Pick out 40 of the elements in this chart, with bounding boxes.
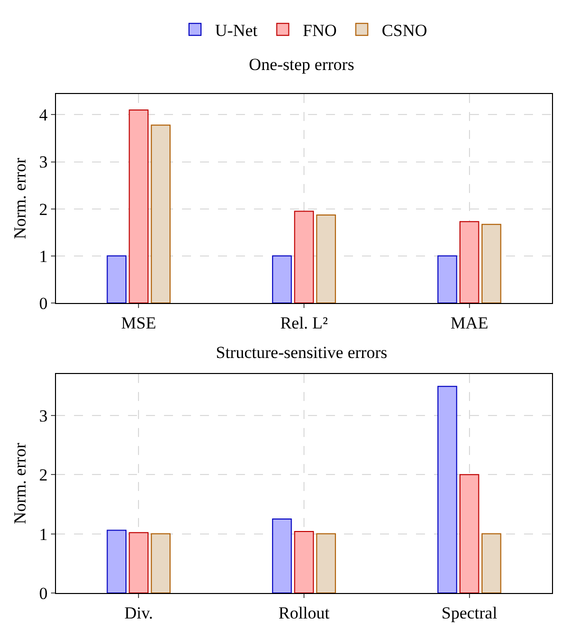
bar — [150, 124, 171, 303]
bar — [272, 255, 292, 303]
bar — [437, 255, 458, 303]
bar — [459, 474, 480, 593]
y-tick-label: 0 — [39, 584, 48, 603]
y-tick-label: 4 — [39, 106, 48, 125]
bar — [482, 224, 502, 303]
bar — [272, 518, 292, 593]
bar — [294, 530, 314, 593]
y-tick-label: 2 — [39, 200, 48, 219]
y-tick-label: 3 — [39, 406, 48, 426]
bar — [316, 214, 336, 303]
y-axis-title: Norm. error — [10, 158, 30, 240]
bar — [128, 110, 149, 303]
bar — [106, 255, 126, 303]
y-tick-label: 1 — [39, 524, 48, 544]
bar — [294, 210, 314, 303]
x-tick-label: Spectral — [441, 603, 498, 622]
chart-title: One-step errors — [248, 55, 354, 74]
x-tick-label: MAE — [450, 313, 488, 332]
bar — [482, 533, 502, 593]
legend-label: FNO — [302, 20, 337, 40]
bar — [106, 530, 126, 593]
x-tick-label: MSE — [121, 313, 156, 332]
bar — [437, 386, 458, 593]
y-tick-label: 3 — [39, 152, 48, 172]
y-tick-label: 0 — [39, 294, 48, 313]
y-tick-label: 1 — [39, 246, 48, 266]
x-tick-label: Rel. L² — [280, 313, 328, 332]
y-axis-title: Norm. error — [10, 442, 30, 524]
legend-label: CSNO — [382, 20, 428, 40]
bar — [316, 533, 336, 593]
x-tick-label: Rollout — [278, 603, 330, 622]
y-tick-label: 2 — [39, 466, 48, 485]
chart-title: Structure-sensitive errors — [216, 343, 388, 362]
legend-label: U-Net — [215, 20, 258, 40]
bar — [459, 221, 480, 303]
x-tick-label: Div. — [124, 603, 153, 622]
bar — [128, 532, 149, 593]
bar — [150, 533, 171, 593]
